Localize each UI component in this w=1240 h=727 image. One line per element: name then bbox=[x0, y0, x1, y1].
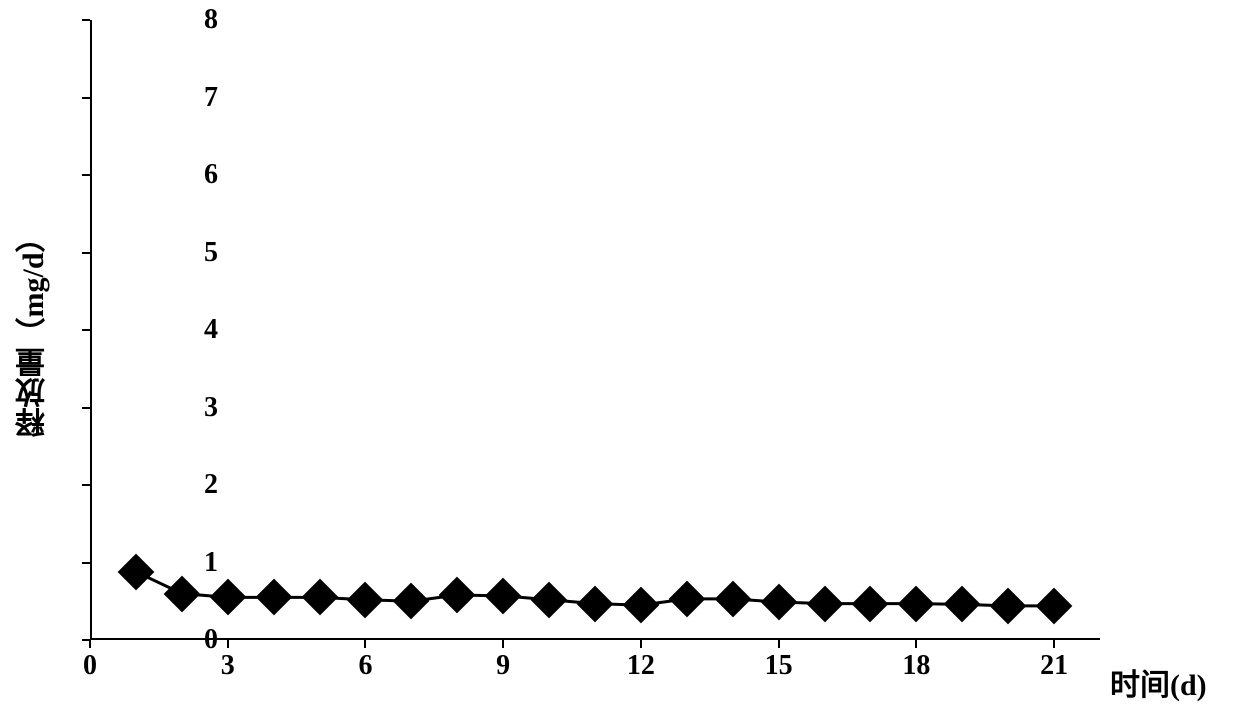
data-marker bbox=[347, 581, 384, 618]
y-tick bbox=[82, 484, 90, 486]
y-tick-label: 6 bbox=[204, 159, 218, 191]
y-tick bbox=[82, 97, 90, 99]
data-marker bbox=[393, 583, 430, 620]
y-axis-title-text: 释放量 bbox=[17, 348, 50, 438]
data-marker bbox=[944, 586, 981, 623]
x-axis-unit: (d) bbox=[1170, 669, 1207, 702]
data-marker bbox=[577, 585, 614, 622]
x-tick bbox=[640, 640, 642, 648]
data-marker bbox=[485, 577, 522, 614]
y-axis-title: 释放量（mg/d） bbox=[12, 222, 56, 437]
data-marker bbox=[898, 585, 935, 622]
y-tick bbox=[82, 562, 90, 564]
data-marker bbox=[852, 585, 889, 622]
y-tick bbox=[82, 329, 90, 331]
data-marker bbox=[714, 581, 751, 618]
x-tick bbox=[364, 640, 366, 648]
data-marker bbox=[118, 553, 155, 590]
x-tick-label: 15 bbox=[765, 650, 793, 682]
y-tick-label: 7 bbox=[204, 82, 218, 114]
x-tick-label: 3 bbox=[221, 650, 235, 682]
plot-area bbox=[90, 20, 1100, 640]
x-tick-label: 18 bbox=[902, 650, 930, 682]
x-tick bbox=[227, 640, 229, 648]
x-tick bbox=[89, 640, 91, 648]
y-tick-label: 3 bbox=[204, 392, 218, 424]
data-marker bbox=[1036, 588, 1073, 625]
data-marker bbox=[668, 581, 705, 618]
y-axis-line bbox=[90, 20, 92, 640]
y-tick-label: 4 bbox=[204, 314, 218, 346]
x-tick-label: 9 bbox=[496, 650, 510, 682]
data-marker bbox=[806, 585, 843, 622]
y-tick-label: 8 bbox=[204, 4, 218, 36]
y-tick-label: 5 bbox=[204, 237, 218, 269]
y-tick bbox=[82, 174, 90, 176]
data-marker bbox=[990, 588, 1027, 625]
data-marker bbox=[301, 579, 338, 616]
x-tick bbox=[778, 640, 780, 648]
x-tick-label: 12 bbox=[627, 650, 655, 682]
y-tick-label: 1 bbox=[204, 547, 218, 579]
x-tick-label: 6 bbox=[358, 650, 372, 682]
y-axis-unit: （mg/d） bbox=[17, 222, 50, 347]
y-tick bbox=[82, 252, 90, 254]
y-tick-label: 0 bbox=[204, 624, 218, 656]
y-tick bbox=[82, 407, 90, 409]
data-marker bbox=[163, 575, 200, 612]
x-axis-title: 时间(d) bbox=[1110, 660, 1207, 704]
x-axis-title-text: 时间 bbox=[1110, 669, 1170, 702]
data-marker bbox=[255, 579, 292, 616]
data-marker bbox=[439, 577, 476, 614]
y-tick bbox=[82, 19, 90, 21]
x-tick bbox=[1053, 640, 1055, 648]
data-marker bbox=[531, 581, 568, 618]
x-tick bbox=[915, 640, 917, 648]
x-tick bbox=[502, 640, 504, 648]
y-tick-label: 2 bbox=[204, 469, 218, 501]
data-marker bbox=[760, 584, 797, 621]
data-marker bbox=[209, 579, 246, 616]
x-axis-line bbox=[90, 638, 1100, 640]
line-chart: 释放量（mg/d） 时间(d) 012345678 036912151821 bbox=[0, 0, 1240, 727]
data-marker bbox=[623, 587, 660, 624]
x-tick-label: 21 bbox=[1040, 650, 1068, 682]
data-line bbox=[90, 20, 1100, 640]
x-tick-label: 0 bbox=[83, 650, 97, 682]
